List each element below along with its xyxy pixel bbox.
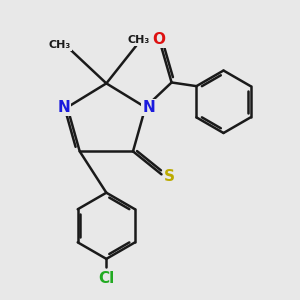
Text: O: O	[152, 32, 165, 47]
Text: CH₃: CH₃	[48, 40, 70, 50]
Text: N: N	[57, 100, 70, 115]
Text: N: N	[143, 100, 155, 115]
Text: CH₃: CH₃	[128, 35, 150, 45]
Text: Cl: Cl	[98, 271, 115, 286]
Text: S: S	[164, 169, 175, 184]
